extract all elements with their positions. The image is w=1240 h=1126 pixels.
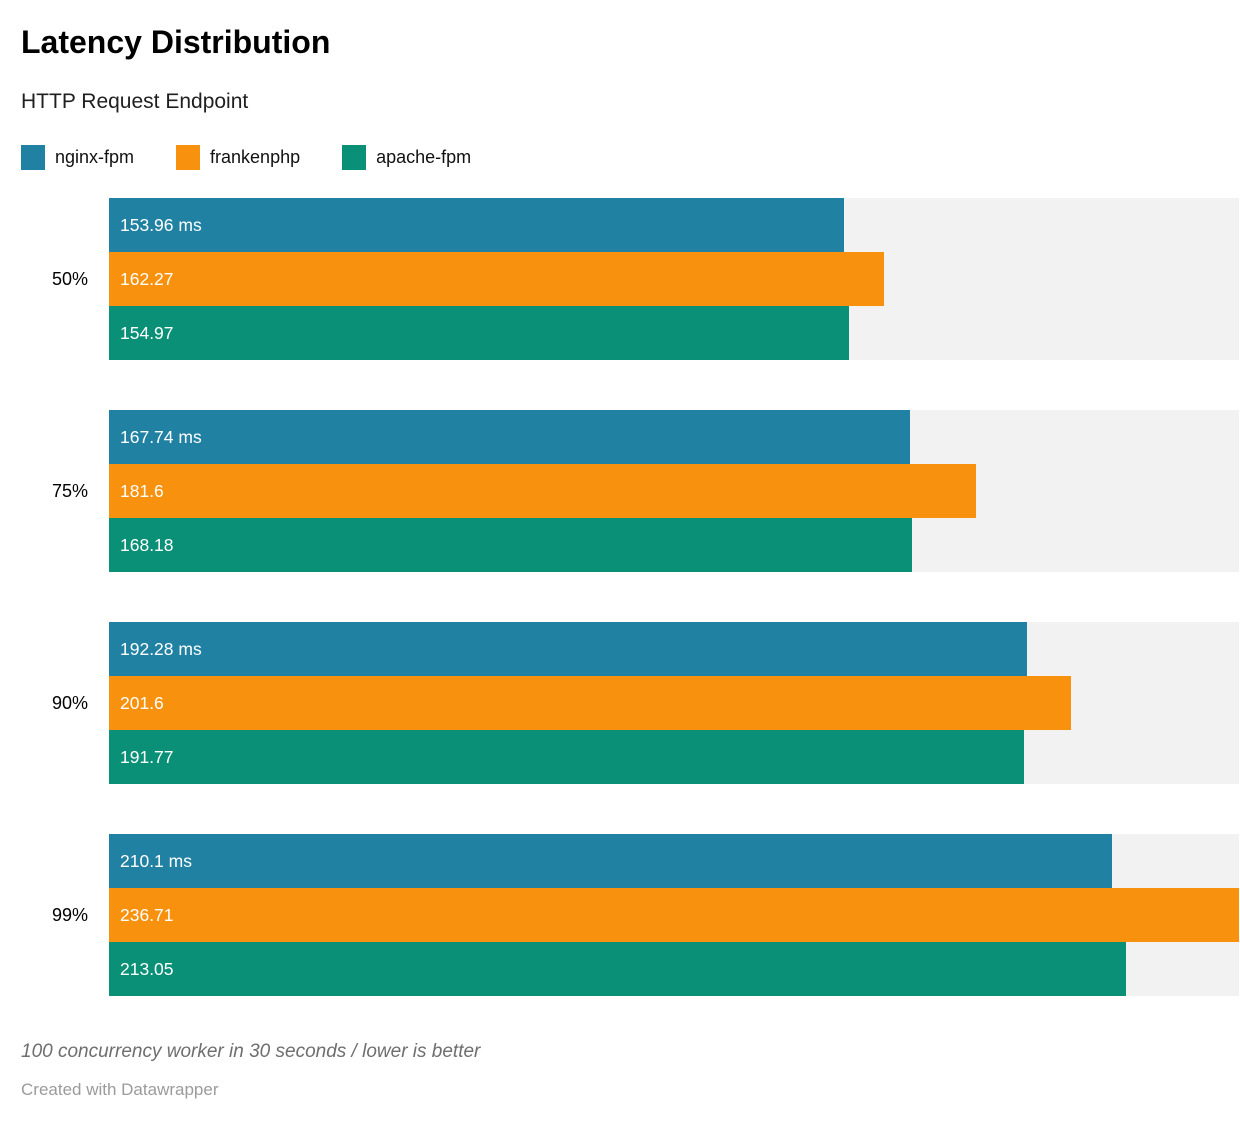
- bar-value-label: 191.77: [120, 746, 174, 767]
- bar-apache-fpm: 154.97: [109, 306, 849, 361]
- bar-track-wrap: 167.74 ms 181.6 168.18: [109, 410, 1239, 573]
- bar-frankenphp: 162.27: [109, 252, 884, 307]
- bar-track-wrap: 210.1 ms 236.71 213.05: [109, 834, 1239, 997]
- legend-item-label: apache-fpm: [376, 146, 472, 167]
- bar-value-label: 154.97: [120, 322, 174, 343]
- bar-track: 153.96 ms 162.27 154.97: [109, 198, 1239, 361]
- legend-swatch-icon: [342, 144, 367, 170]
- chart-page: Latency Distribution HTTP Request Endpoi…: [21, 24, 1239, 1100]
- legend-item-apache-fpm: apache-fpm: [342, 144, 472, 170]
- category-label: 50%: [51, 268, 88, 289]
- percentile-group-99: 99% 210.1 ms 236.71 213.05: [21, 834, 1239, 997]
- bar-track: 167.74 ms 181.6 168.18: [109, 410, 1239, 573]
- category-label: 99%: [51, 904, 88, 925]
- bar-value-label: 162.27: [120, 268, 174, 289]
- bar-value-label: 236.71: [120, 904, 174, 925]
- percentile-group-75: 75% 167.74 ms 181.6 168.18: [21, 410, 1239, 573]
- bar-nginx-fpm: 210.1 ms: [109, 834, 1112, 889]
- bar-frankenphp: 181.6: [109, 464, 976, 519]
- bar-apache-fpm: 168.18: [109, 518, 912, 573]
- percentile-group-90: 90% 192.28 ms 201.6 191.77: [21, 622, 1239, 785]
- bar-nginx-fpm: 192.28 ms: [109, 622, 1027, 677]
- bar-apache-fpm: 213.05: [109, 942, 1127, 997]
- bar-apache-fpm: 191.77: [109, 730, 1025, 785]
- percentile-group-50: 50% 153.96 ms 162.27 154.97: [21, 198, 1239, 361]
- bar-track-wrap: 153.96 ms 162.27 154.97: [109, 198, 1239, 361]
- legend-item-label: frankenphp: [210, 146, 301, 167]
- chart-footer: 100 concurrency worker in 30 seconds / l…: [21, 1040, 1218, 1100]
- legend-item-frankenphp: frankenphp: [176, 144, 301, 170]
- footer-note: 100 concurrency worker in 30 seconds / l…: [21, 1041, 481, 1063]
- bar-track: 210.1 ms 236.71 213.05: [109, 834, 1239, 997]
- legend-swatch-icon: [21, 144, 45, 170]
- datawrapper-credit: Created with Datawrapper: [21, 1079, 219, 1099]
- bar-frankenphp: 236.71: [109, 888, 1239, 943]
- legend-swatch-icon: [176, 144, 201, 170]
- legend-item-nginx-fpm: nginx-fpm: [21, 144, 135, 170]
- category-label: 90%: [51, 692, 88, 713]
- bar-value-label: 192.28 ms: [120, 638, 202, 659]
- bar-value-label: 181.6: [120, 480, 164, 501]
- bar-value-label: 167.74 ms: [120, 426, 202, 447]
- bar-nginx-fpm: 167.74 ms: [109, 410, 910, 465]
- bar-chart: 50% 153.96 ms 162.27 154.97 75% 167.74 ms 181.…: [21, 198, 1239, 997]
- bar-frankenphp: 201.6: [109, 676, 1072, 731]
- chart-subtitle: HTTP Request Endpoint: [21, 90, 249, 113]
- bar-value-label: 153.96 ms: [120, 214, 202, 235]
- bar-track: 192.28 ms 201.6 191.77: [109, 622, 1239, 785]
- bar-track-wrap: 192.28 ms 201.6 191.77: [109, 622, 1239, 785]
- bar-value-label: 201.6: [120, 692, 164, 713]
- category-label: 75%: [51, 480, 88, 501]
- bar-value-label: 210.1 ms: [120, 850, 192, 871]
- bar-value-label: 213.05: [120, 958, 174, 979]
- legend: nginx-fpm frankenphp apache-fpm: [21, 144, 1218, 170]
- bar-value-label: 168.18: [120, 534, 174, 555]
- page-title: Latency Distribution: [21, 24, 331, 60]
- bar-nginx-fpm: 153.96 ms: [109, 198, 844, 253]
- legend-item-label: nginx-fpm: [55, 146, 135, 167]
